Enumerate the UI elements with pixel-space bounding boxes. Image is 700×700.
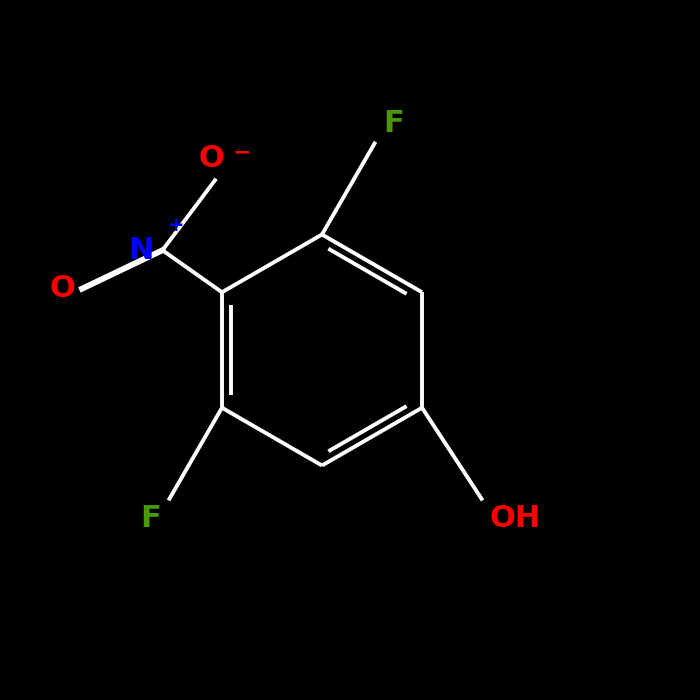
Text: F: F: [383, 109, 404, 138]
Text: +: +: [168, 216, 185, 234]
Text: N: N: [129, 236, 154, 265]
Text: OH: OH: [490, 504, 541, 533]
Text: O: O: [49, 274, 75, 303]
Text: O: O: [199, 144, 225, 174]
Text: −: −: [232, 143, 251, 163]
Text: F: F: [140, 504, 161, 533]
